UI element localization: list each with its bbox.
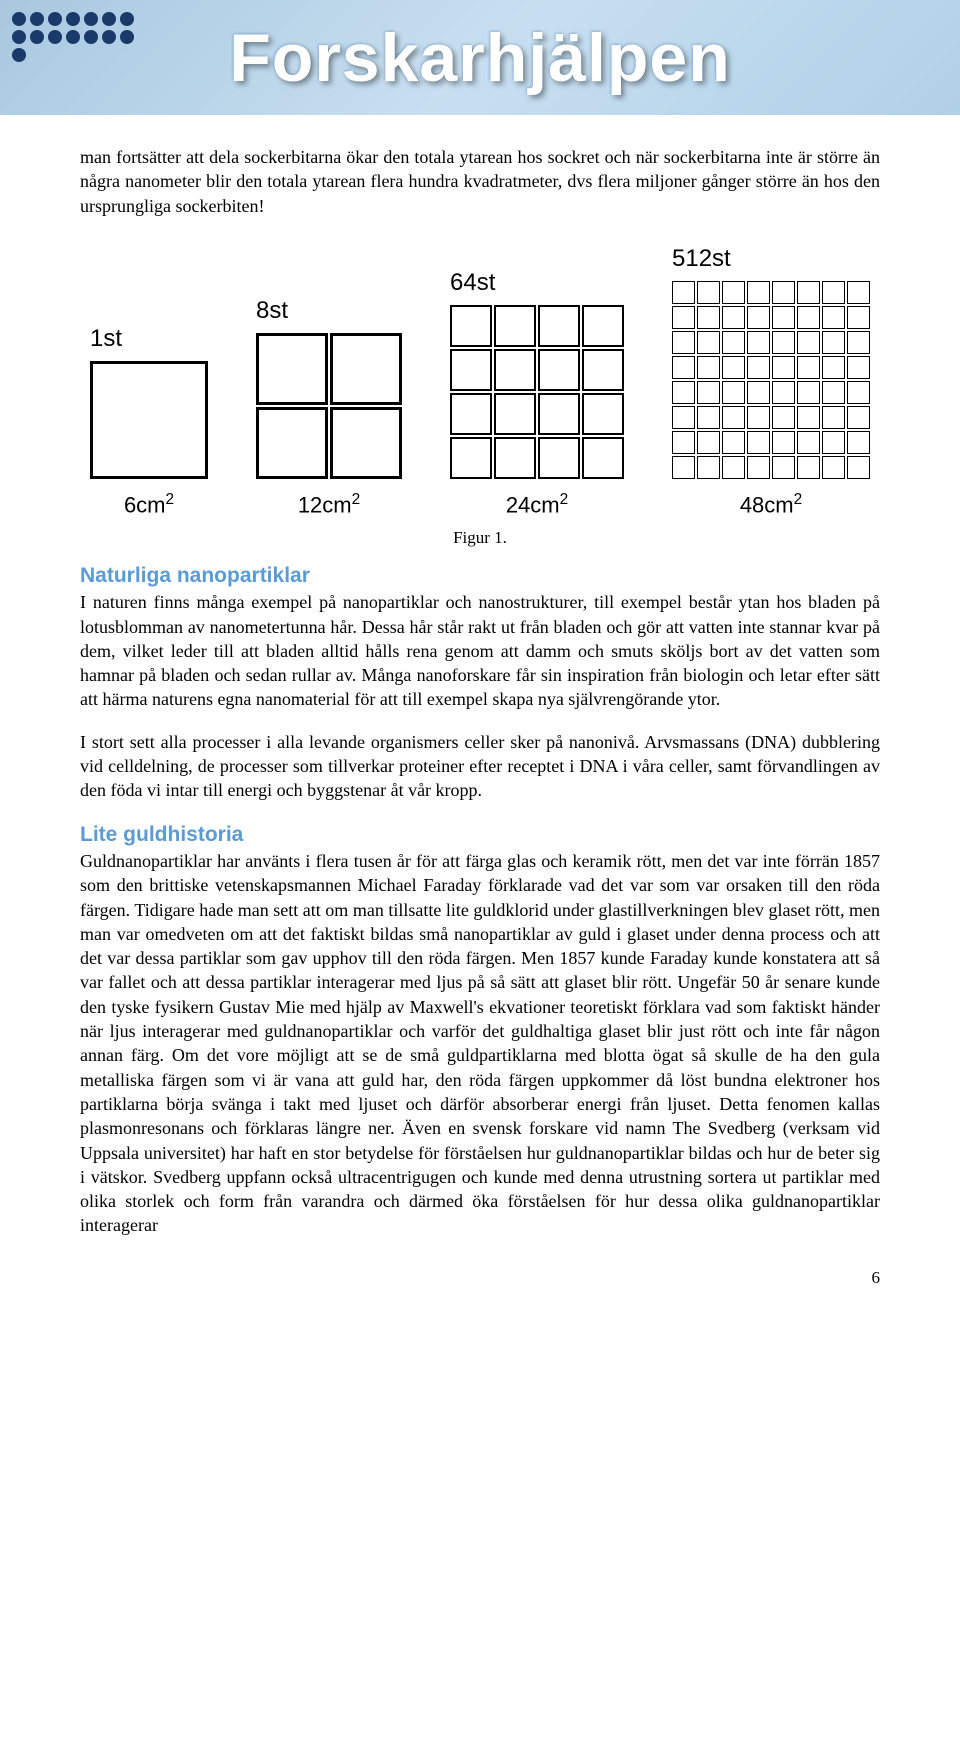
section1-paragraph1: Naturliga nanopartiklar I naturen finns … bbox=[80, 562, 880, 712]
square-grid bbox=[256, 333, 402, 479]
page-content: man fortsätter att dela sockerbitarna ök… bbox=[0, 115, 960, 1328]
header-dots-decoration bbox=[10, 10, 150, 64]
group-area-label: 6cm2 bbox=[124, 491, 174, 518]
naturliga-heading: Naturliga nanopartiklar bbox=[80, 564, 310, 587]
square-grid bbox=[672, 281, 870, 479]
group-area-label: 48cm2 bbox=[740, 491, 802, 518]
section1-p1-text: I naturen finns många exempel på nanopar… bbox=[80, 592, 880, 709]
group-count-label: 1st bbox=[90, 325, 122, 353]
square-grid bbox=[450, 305, 624, 479]
group-area-label: 12cm2 bbox=[298, 491, 360, 518]
header-title: Forskarhjälpen bbox=[229, 19, 731, 97]
diagram-group-1: 8st 12cm2 bbox=[256, 297, 402, 518]
guldhistoria-heading: Lite guldhistoria bbox=[80, 823, 243, 846]
surface-area-diagram: 1st 6cm2 8st 12cm2 64st 24cm2 512st 48cm2 bbox=[80, 238, 880, 518]
diagram-group-3: 512st 48cm2 bbox=[672, 245, 870, 518]
section1-paragraph2: I stort sett alla processer i alla levan… bbox=[80, 730, 880, 803]
diagram-group-0: 1st 6cm2 bbox=[90, 325, 208, 518]
square-grid bbox=[90, 361, 208, 479]
group-count-label: 512st bbox=[672, 245, 731, 273]
group-count-label: 64st bbox=[450, 269, 495, 297]
group-count-label: 8st bbox=[256, 297, 288, 325]
section2-paragraph1: Lite guldhistoria Guldnanopartiklar har … bbox=[80, 821, 880, 1238]
page-number: 6 bbox=[80, 1268, 880, 1288]
intro-paragraph: man fortsätter att dela sockerbitarna ök… bbox=[80, 145, 880, 218]
group-area-label: 24cm2 bbox=[506, 491, 568, 518]
diagram-group-2: 64st 24cm2 bbox=[450, 269, 624, 518]
section2-p1-text: Guldnanopartiklar har använts i flera tu… bbox=[80, 851, 880, 1235]
header-banner: Forskarhjälpen bbox=[0, 0, 960, 115]
figure-caption: Figur 1. bbox=[80, 528, 880, 548]
